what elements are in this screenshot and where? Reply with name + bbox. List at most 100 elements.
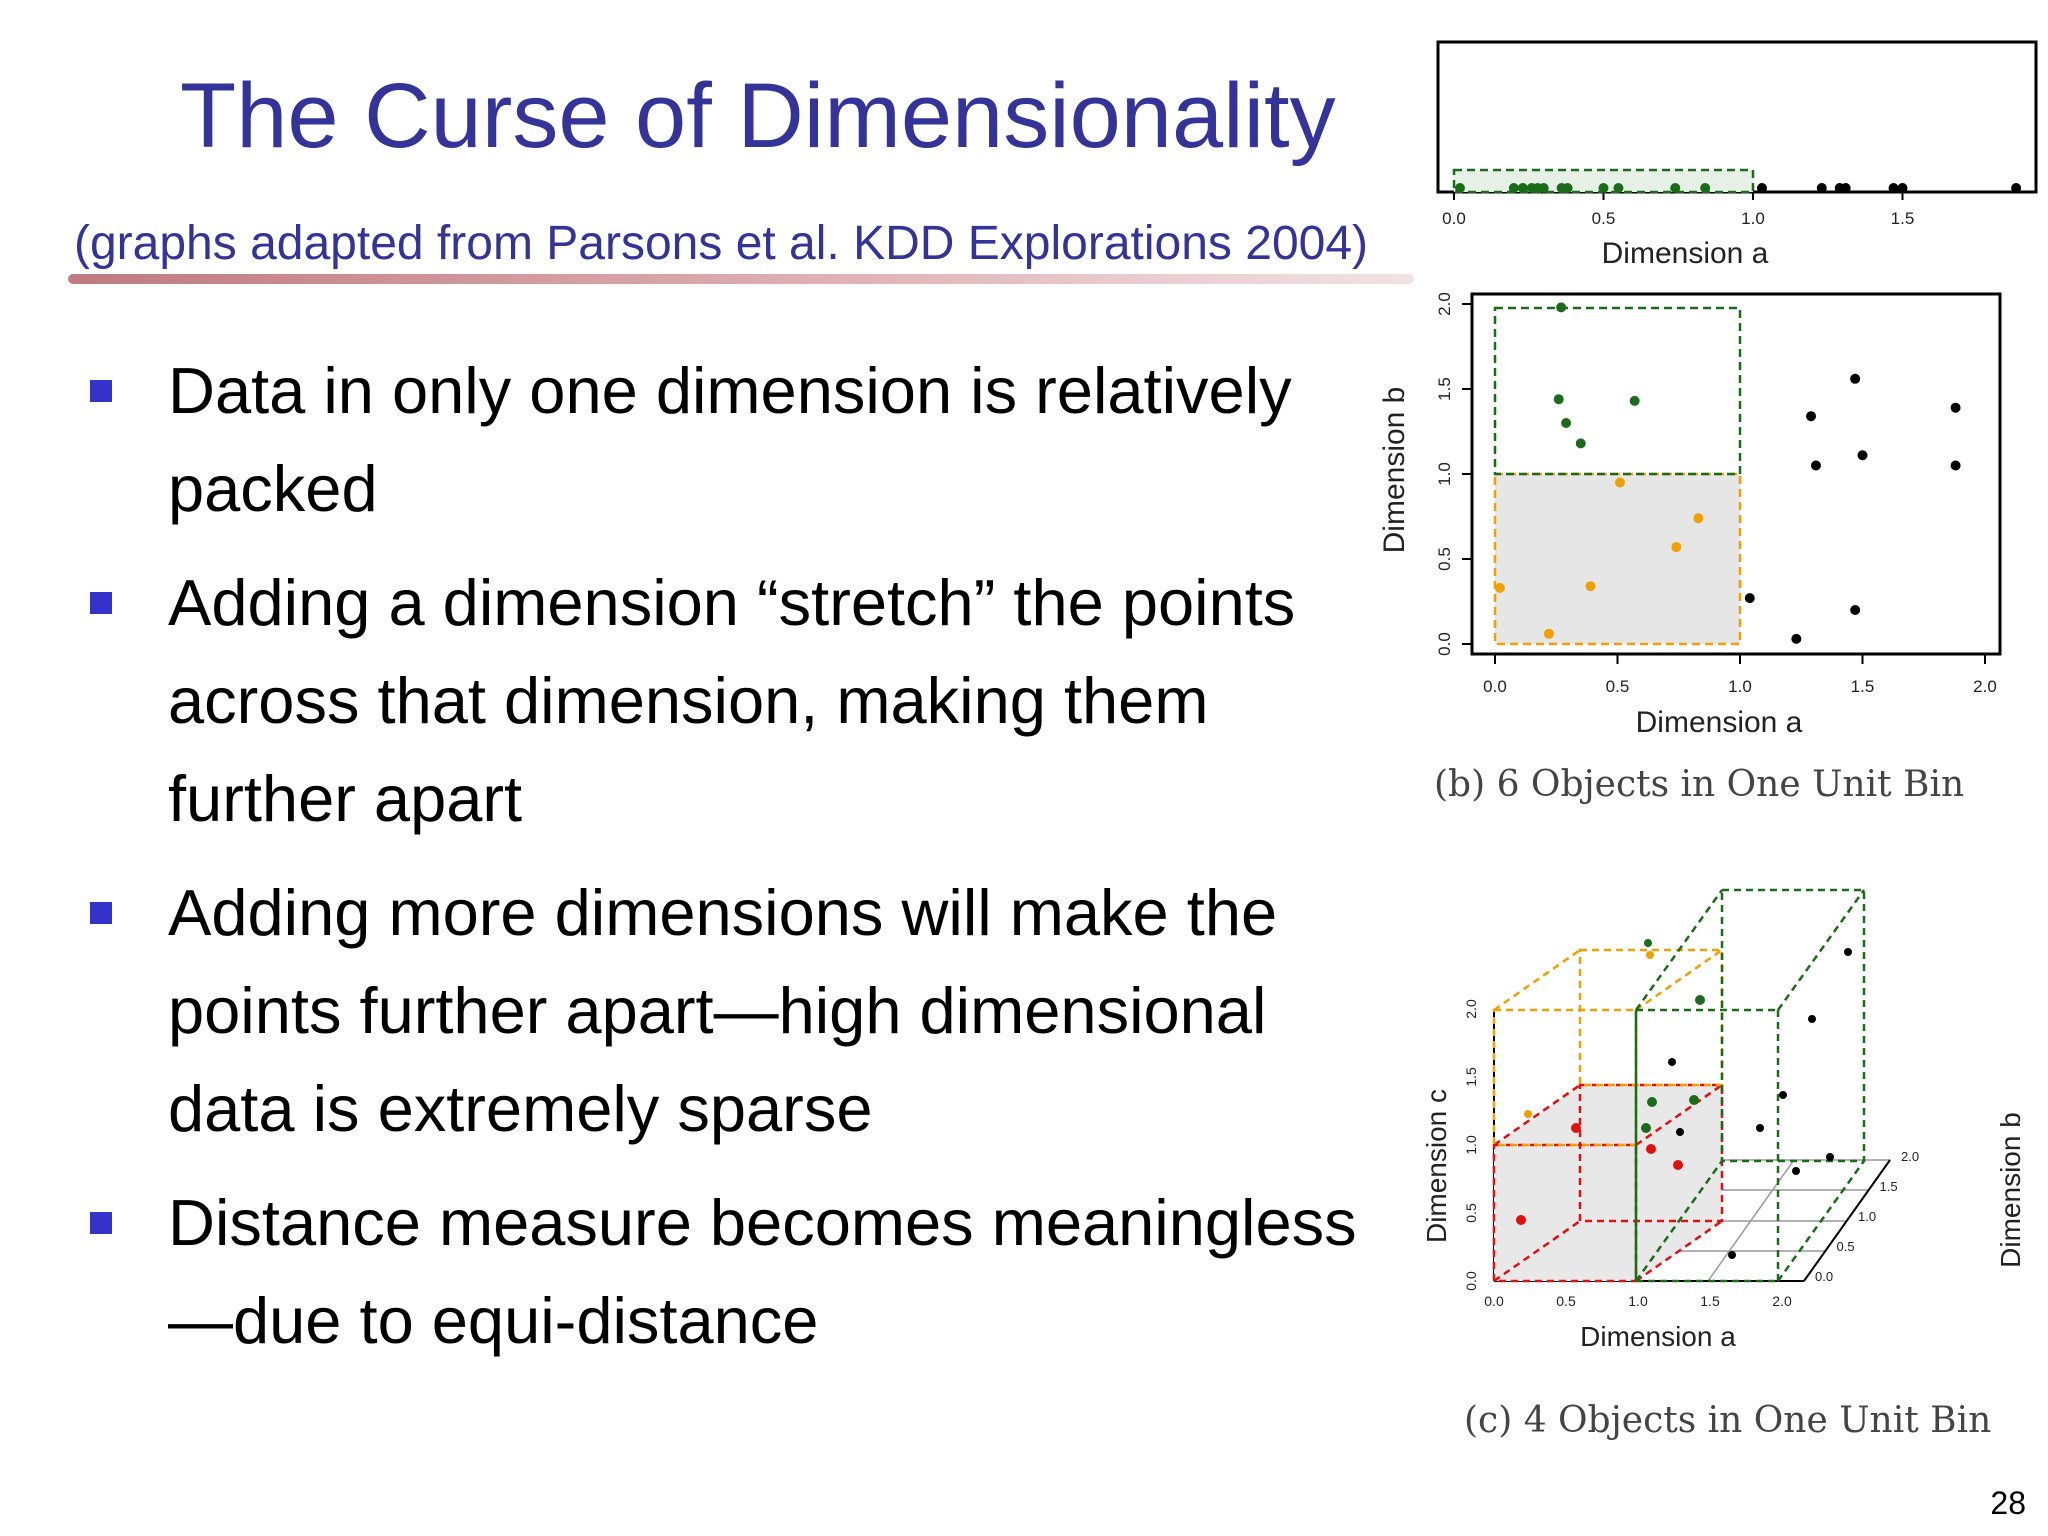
data-point <box>1598 183 1609 193</box>
y-tick-label: 1.5 <box>1463 1067 1479 1087</box>
data-point <box>1629 395 1640 406</box>
data-point <box>1494 582 1505 593</box>
data-point <box>1676 1128 1684 1136</box>
z-tick-label: 1.5 <box>1880 1179 1898 1194</box>
x-tick-label: 0.0 <box>1442 209 1466 228</box>
data-point <box>1806 411 1817 422</box>
bullet-item: Data in only one dimension is relatively… <box>90 342 1360 538</box>
bullet-square-icon <box>90 592 112 614</box>
x-tick-label: 1.5 <box>1700 1293 1720 1309</box>
bullet-item: Adding a dimension “stretch” the points … <box>90 554 1360 848</box>
y-tick-label: 1.5 <box>1435 377 1454 401</box>
data-point <box>1689 1095 1699 1105</box>
z-tick-label: 0.5 <box>1837 1239 1855 1254</box>
x-tick-label: 0.5 <box>1556 1293 1576 1309</box>
data-point <box>1816 183 1827 193</box>
bullet-square-icon <box>90 380 112 402</box>
data-point <box>1553 394 1564 405</box>
x-tick-label: 1.0 <box>1741 209 1765 228</box>
data-point <box>1693 513 1704 524</box>
z-tick-label: 1.0 <box>1858 1209 1876 1224</box>
bullet-square-icon <box>90 902 112 924</box>
data-point <box>1950 460 1961 471</box>
figure-b-caption: (b) 6 Objects in One Unit Bin <box>1434 764 1965 805</box>
bullet-square-icon <box>90 1212 112 1234</box>
data-point <box>1670 183 1681 193</box>
bullet-text: Data in only one dimension is relatively… <box>168 354 1292 525</box>
figure-three-dimensions: 0.0 0.5 1.0 1.5 2.00.00.51.01.52.00.00.51.01… <box>1421 888 2026 1352</box>
x-axis-label: Dimension a <box>1636 706 1803 739</box>
bullet-text: Adding a dimension “stretch” the points … <box>168 566 1296 835</box>
data-point <box>1673 1160 1683 1170</box>
slide-title: The Curse of Dimensionality <box>180 65 1336 167</box>
data-point <box>1575 438 1586 449</box>
x-axis-label: Dimension a <box>1602 237 1769 270</box>
y-tick-label: 0.0 <box>1435 632 1454 656</box>
x-tick-label: 0.5 <box>1606 677 1630 696</box>
data-point <box>1671 542 1682 553</box>
z-tick-label: 0.0 <box>1815 1269 1833 1284</box>
data-point <box>1585 581 1596 592</box>
data-point <box>1850 605 1861 615</box>
data-point <box>1646 951 1654 959</box>
green-bin-square <box>1493 306 1742 476</box>
bullet-text: Adding more dimensions will make the poi… <box>168 876 1278 1145</box>
data-point <box>1840 183 1851 193</box>
x-tick-label: 0.0 <box>1483 677 1507 696</box>
x-tick-label: 1.5 <box>1851 677 1875 696</box>
x-axis-label: Dimension a <box>1580 1321 1736 1352</box>
y-tick-label: 1.0 <box>1463 1135 1479 1155</box>
bullet-text: Distance measure becomes meaningless—due… <box>168 1186 1357 1357</box>
x-tick-label: 1.0 <box>1628 1293 1648 1309</box>
green-bin-box <box>1634 888 1866 1283</box>
data-point <box>1517 183 1528 193</box>
data-point <box>2011 183 2022 193</box>
y-tick-label: 2.0 <box>1463 999 1479 1019</box>
bullet-list: Data in only one dimension is relatively… <box>90 342 1360 1386</box>
y-tick-label: 2.0 <box>1435 292 1454 316</box>
data-point <box>1647 1097 1657 1107</box>
data-point <box>1668 1058 1676 1066</box>
data-point <box>1728 1251 1736 1259</box>
data-point <box>1543 628 1554 639</box>
data-point <box>1613 183 1624 193</box>
data-point <box>1454 183 1465 193</box>
data-point <box>1826 1153 1834 1161</box>
y-axis-label: Dimension b <box>1378 387 1411 554</box>
data-point <box>1538 183 1549 193</box>
figure-one-dimension: 0.0 0.5 1.0 1.5 Dimension a <box>1436 40 2038 270</box>
z-tick-label: 2.0 <box>1901 1149 1919 1164</box>
z-axis-label: Dimension b <box>1995 1112 2026 1268</box>
data-point <box>1756 1124 1764 1132</box>
data-point <box>1792 1167 1800 1175</box>
figure-c-caption: (c) 4 Objects in One Unit Bin <box>1464 1400 1992 1441</box>
points-3d <box>1516 939 1852 1259</box>
title-divider <box>68 274 1414 284</box>
y-tick-label: 0.5 <box>1435 547 1454 571</box>
bullet-item: Distance measure becomes meaningless—due… <box>90 1174 1360 1370</box>
slide-subtitle: (graphs adapted from Parsons et al. KDD … <box>74 217 1369 270</box>
data-point <box>1562 183 1573 193</box>
data-point <box>1888 183 1899 193</box>
data-point <box>1700 183 1711 193</box>
data-point <box>1850 373 1861 384</box>
x-tick-label: 1.5 <box>1891 209 1915 228</box>
data-point <box>1556 302 1567 313</box>
figure-two-dimensions: 0.0 0.5 1.0 1.5 2.0 0.0 0.5 1.0 1.5 2.0 Dimension… <box>1378 292 2002 739</box>
unit-bin-square <box>1493 472 1742 646</box>
y-tick-label: 0.5 <box>1463 1203 1479 1223</box>
page-number: 28 <box>1990 1485 2026 1521</box>
data-point <box>1561 418 1572 428</box>
y-tick-label: 1.0 <box>1435 462 1454 486</box>
data-point <box>1810 460 1821 471</box>
data-point <box>1808 1015 1816 1023</box>
data-point <box>1950 402 1961 413</box>
x-tick-label: 0.5 <box>1592 209 1616 228</box>
x-tick-label: 0.0 <box>1484 1293 1504 1309</box>
data-point <box>1791 633 1802 644</box>
x-tick-label: 2.0 <box>1973 677 1997 696</box>
data-point <box>1524 1110 1532 1118</box>
data-point <box>1571 1123 1581 1133</box>
data-point <box>1779 1091 1787 1099</box>
data-point <box>1844 948 1852 956</box>
